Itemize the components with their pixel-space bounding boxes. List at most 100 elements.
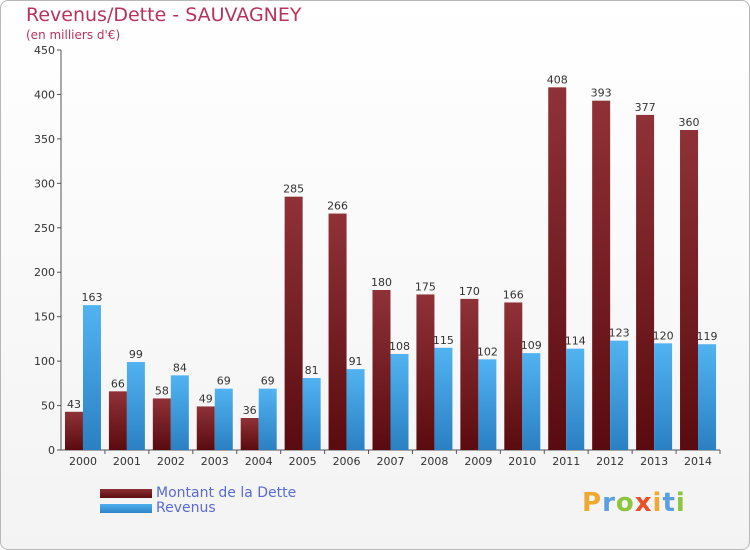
logo-letter: o <box>615 488 635 518</box>
y-tick-label: 300 <box>34 177 55 190</box>
x-tick-label: 2006 <box>333 455 361 468</box>
bar-revenus <box>390 354 409 450</box>
bar-dette <box>460 298 479 450</box>
bar-revenus <box>346 369 365 450</box>
x-tick-label: 2012 <box>596 455 624 468</box>
value-label-dette: 166 <box>503 288 524 301</box>
y-tick-label: 150 <box>34 311 55 324</box>
chart-subtitle: (en milliers d'€) <box>26 28 121 42</box>
x-tick-label: 2009 <box>464 455 492 468</box>
value-label-revenus: 81 <box>305 364 319 377</box>
legend-swatch-revenus <box>100 504 152 513</box>
value-label-revenus: 69 <box>217 375 231 388</box>
x-tick-label: 2000 <box>69 455 97 468</box>
value-label-revenus: 123 <box>609 327 630 340</box>
x-tick-label: 2002 <box>157 455 185 468</box>
value-label-dette: 49 <box>199 392 213 405</box>
x-tick-label: 2008 <box>420 455 448 468</box>
bar-revenus <box>214 388 233 450</box>
value-label-dette: 408 <box>547 73 568 86</box>
bar-revenus <box>522 353 541 450</box>
x-tick-label: 2007 <box>377 455 405 468</box>
legend-label-dette: Montant de la Dette <box>156 485 297 501</box>
value-label-revenus: 114 <box>565 335 586 348</box>
logo-letter: P <box>582 488 603 518</box>
y-tick-label: 350 <box>34 133 55 146</box>
value-label-revenus: 115 <box>433 334 454 347</box>
value-label-dette: 377 <box>635 101 656 114</box>
y-tick-label: 200 <box>34 266 55 279</box>
value-label-dette: 175 <box>415 280 436 293</box>
y-tick-label: 50 <box>41 400 55 413</box>
logo-letter: i <box>652 488 663 518</box>
y-tick-label: 0 <box>48 444 55 457</box>
bar-dette <box>284 196 303 450</box>
value-label-revenus: 108 <box>389 340 410 353</box>
y-tick-label: 250 <box>34 222 55 235</box>
bar-dette <box>196 406 215 450</box>
value-label-revenus: 109 <box>521 339 542 352</box>
legend-label-revenus: Revenus <box>156 500 216 516</box>
x-tick-label: 2011 <box>552 455 580 468</box>
chart-bars <box>64 87 717 451</box>
value-label-revenus: 163 <box>81 291 102 304</box>
value-label-revenus: 99 <box>129 348 143 361</box>
value-label-dette: 393 <box>591 87 612 100</box>
x-tick-label: 2004 <box>245 455 273 468</box>
bar-dette <box>328 213 347 450</box>
value-label-dette: 43 <box>67 398 81 411</box>
bar-dette <box>680 130 699 450</box>
y-tick-label: 400 <box>34 88 55 101</box>
bar-dette <box>636 114 655 450</box>
bar-revenus <box>170 375 189 450</box>
value-label-dette: 170 <box>459 285 480 298</box>
value-label-dette: 266 <box>327 200 348 213</box>
legend-swatch-dette <box>100 489 152 498</box>
bar-revenus <box>610 340 629 450</box>
logo-letter: t <box>662 488 676 518</box>
x-tick-label: 2014 <box>684 455 712 468</box>
logo-letter: r <box>602 488 616 518</box>
value-label-revenus: 119 <box>697 330 718 343</box>
bar-revenus <box>434 347 453 450</box>
chart-title: Revenus/Dette - SAUVAGNEY <box>26 4 302 26</box>
value-label-dette: 285 <box>283 183 304 196</box>
chart-axes: 0 50 100 150 200 250 300 350 400 450 2000 2001 2002 2… <box>34 44 721 468</box>
bar-revenus <box>566 348 585 450</box>
value-label-revenus: 69 <box>261 375 275 388</box>
bar-revenus <box>258 388 277 450</box>
value-label-revenus: 91 <box>349 355 363 368</box>
y-tick-label: 450 <box>34 44 55 57</box>
x-tick-label: 2013 <box>640 455 668 468</box>
y-tick-label: 100 <box>34 355 55 368</box>
bar-dette <box>108 391 127 450</box>
bar-revenus <box>82 305 101 450</box>
value-label-revenus: 120 <box>653 329 674 342</box>
bar-dette <box>548 87 567 450</box>
bar-dette <box>372 290 391 450</box>
x-tick-label: 2005 <box>289 455 317 468</box>
value-label-dette: 66 <box>111 377 125 390</box>
bar-dette <box>64 411 83 450</box>
logo-letter: x <box>634 488 653 518</box>
x-tick-label: 2003 <box>201 455 229 468</box>
bar-revenus <box>126 362 145 450</box>
bar-revenus <box>654 343 673 450</box>
bar-dette <box>416 294 435 450</box>
x-tick-label: 2001 <box>113 455 141 468</box>
x-tick-label: 2010 <box>508 455 536 468</box>
bar-revenus <box>302 378 321 450</box>
logo-letter: i <box>675 488 686 518</box>
bar-revenus <box>478 359 497 450</box>
bar-dette <box>240 418 259 450</box>
value-label-dette: 360 <box>679 116 700 129</box>
value-label-dette: 36 <box>243 404 257 417</box>
proxiti-logo: Proxiti <box>582 488 686 518</box>
value-label-dette: 180 <box>371 276 392 289</box>
value-label-revenus: 84 <box>173 361 187 374</box>
bar-dette <box>592 100 611 451</box>
bar-revenus <box>698 344 717 450</box>
bar-dette <box>504 302 523 450</box>
